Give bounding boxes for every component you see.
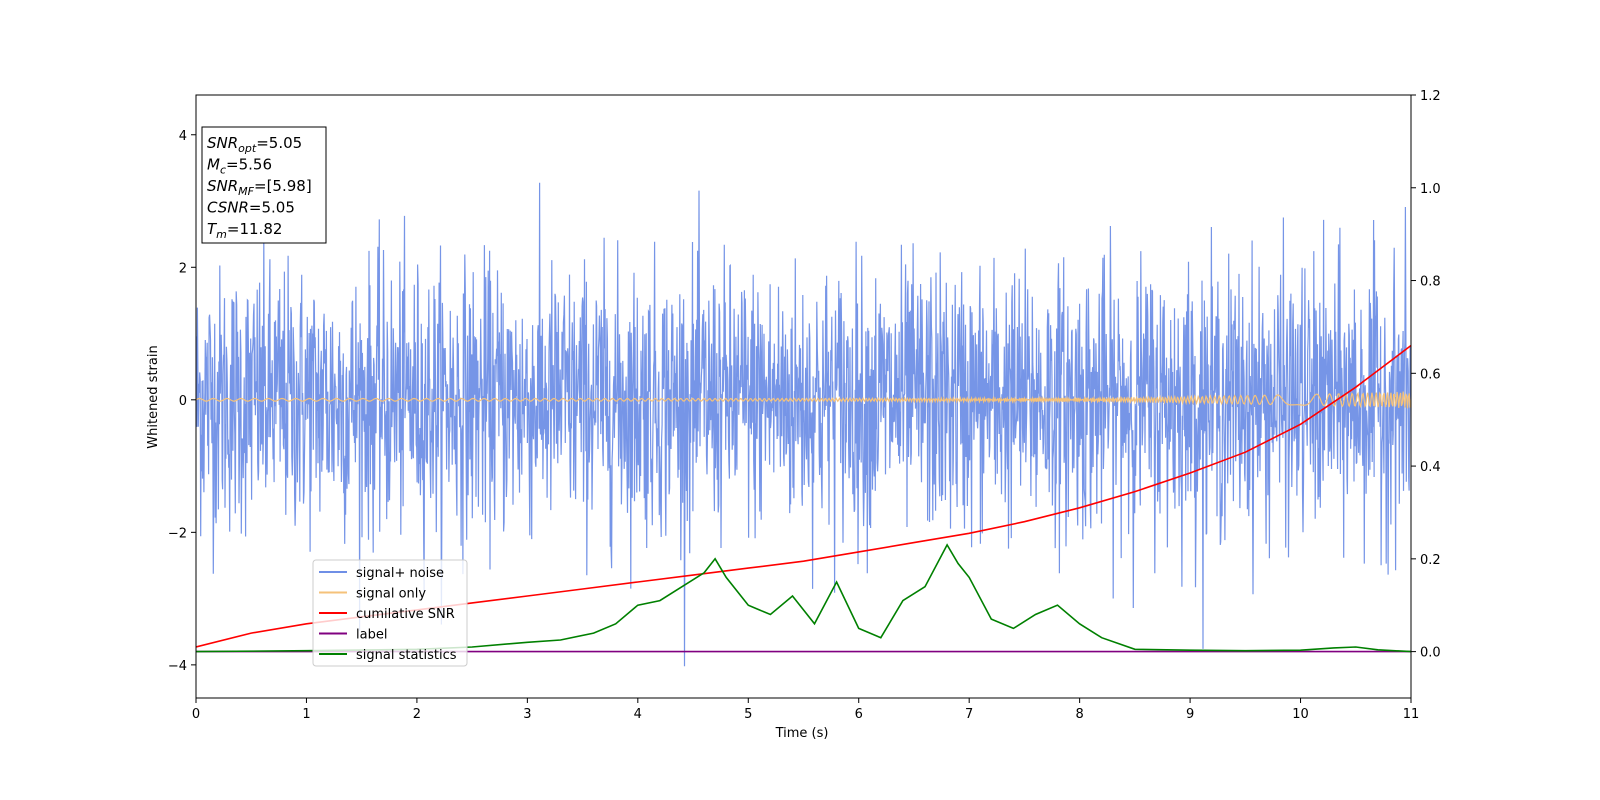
x-axis-label: Time (s) (775, 726, 829, 741)
series-signal-statistics (196, 543, 1411, 653)
plot-frame (195, 94, 1412, 699)
y-axis-label: Whitened strain (146, 345, 161, 448)
y2-axis-ticks: 1.2 1.0 0.8 0.6 0.4 0.2 0.0 (1411, 89, 1441, 661)
x-tick-label: 0 (192, 707, 200, 722)
x-tick-label: 5 (744, 707, 752, 722)
annotation-line: SNRMF=[5.98] (207, 177, 312, 198)
y-axis-ticks: 4 2 0 −2 −4 (168, 129, 196, 674)
x-tick-label: 7 (965, 707, 973, 722)
y-tick-label: 2 (179, 261, 187, 276)
y2-tick-label: 0.0 (1420, 646, 1441, 661)
x-tick-label: 6 (855, 707, 863, 722)
x-tick-label: 4 (634, 707, 642, 722)
legend: signal+ noise signal only cumilative SNR la… (312, 559, 468, 667)
y2-tick-label: 1.0 (1420, 182, 1441, 197)
x-tick-label: 10 (1292, 707, 1309, 722)
annotation-line: SNRopt=5.05 (207, 134, 302, 155)
annotation-line: Tm=11.82 (207, 220, 282, 241)
legend-entry-label: signal+ noise (356, 566, 444, 581)
x-tick-label: 8 (1075, 707, 1083, 722)
x-tick-label: 1 (302, 707, 310, 722)
x-tick-label: 2 (413, 707, 421, 722)
legend-frame (312, 559, 468, 667)
y-tick-label: −2 (168, 526, 187, 541)
y2-tick-label: 1.2 (1420, 89, 1441, 104)
y2-tick-label: 0.4 (1420, 460, 1441, 475)
x-tick-label: 11 (1403, 707, 1420, 722)
legend-entry-label: cumilative SNR (356, 607, 455, 622)
legend-entry-label: signal statistics (356, 648, 457, 663)
y-tick-label: 0 (179, 394, 187, 409)
y-tick-label: −4 (168, 659, 187, 674)
y2-tick-label: 0.2 (1420, 553, 1441, 568)
x-tick-label: 9 (1186, 707, 1194, 722)
legend-entry-label: signal only (356, 587, 426, 602)
y-tick-label: 4 (179, 129, 187, 144)
series-signal-noise (196, 182, 1411, 667)
x-tick-label: 3 (523, 707, 531, 722)
legend-entry-label: label (356, 628, 387, 643)
y2-tick-label: 0.6 (1420, 367, 1441, 382)
x-axis-ticks: 0 1 2 3 4 5 6 7 8 9 10 11 (192, 698, 1419, 722)
y2-tick-label: 0.8 (1420, 275, 1441, 290)
annotation-line: CSNR=5.05 (207, 199, 295, 217)
annotation-line: Mc=5.56 (207, 156, 272, 177)
series-signal-only (196, 391, 1411, 409)
annotation-box-frame (201, 126, 327, 244)
